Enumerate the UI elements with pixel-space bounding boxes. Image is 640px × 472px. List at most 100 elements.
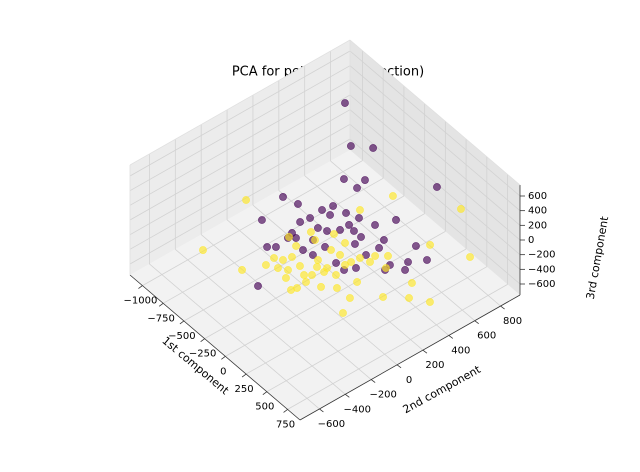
x-tick-label: 750 xyxy=(276,419,295,430)
axis-line xyxy=(129,274,301,421)
marks xyxy=(199,99,474,317)
point xyxy=(306,214,314,222)
point xyxy=(307,228,315,236)
grid-line xyxy=(129,123,351,250)
z-tick-label: 600 xyxy=(528,191,547,202)
point xyxy=(296,262,304,270)
point xyxy=(426,298,434,306)
y-tick xyxy=(474,320,479,325)
grid-line xyxy=(225,230,446,357)
point xyxy=(366,258,374,266)
grid-line xyxy=(287,284,508,410)
y-tick-label: 200 xyxy=(425,360,444,371)
axis-line xyxy=(299,294,521,421)
point xyxy=(380,236,388,244)
z-tick-label: −400 xyxy=(528,264,555,275)
point xyxy=(302,278,310,286)
y-tick-label: 600 xyxy=(477,331,496,342)
point xyxy=(323,227,331,235)
point xyxy=(361,176,369,184)
point xyxy=(355,214,363,222)
point xyxy=(341,261,349,269)
point xyxy=(433,183,441,191)
point xyxy=(299,246,307,254)
point xyxy=(258,216,266,224)
point xyxy=(347,142,355,150)
grid-line xyxy=(129,79,351,206)
point xyxy=(279,193,287,201)
grid-line xyxy=(142,160,363,286)
point xyxy=(326,211,334,219)
point xyxy=(284,266,292,274)
point xyxy=(404,258,412,266)
point xyxy=(352,264,360,272)
point xyxy=(356,206,364,214)
y-tick xyxy=(448,335,454,339)
point xyxy=(371,252,379,260)
point xyxy=(426,241,434,249)
point xyxy=(457,205,465,213)
point xyxy=(292,234,300,242)
point xyxy=(288,253,296,261)
x-tick xyxy=(221,356,226,360)
point xyxy=(294,200,302,208)
point xyxy=(282,274,290,282)
pane-edge xyxy=(349,39,521,186)
point xyxy=(342,209,350,217)
point xyxy=(330,230,338,238)
grid-line xyxy=(349,109,521,255)
point xyxy=(336,251,344,259)
z-tick-label: 200 xyxy=(528,220,547,231)
x-tick xyxy=(138,285,143,289)
point xyxy=(351,240,359,248)
grid-line xyxy=(349,94,521,241)
point xyxy=(238,266,246,274)
grid-line xyxy=(129,109,351,236)
point xyxy=(332,259,340,267)
point xyxy=(389,192,397,200)
point xyxy=(345,221,353,229)
point xyxy=(270,254,278,262)
z-axis-title: 3rd component xyxy=(584,215,612,301)
grid-line xyxy=(278,190,450,336)
grid-line xyxy=(175,248,346,395)
y-tick xyxy=(500,305,505,310)
point xyxy=(353,278,361,286)
z-tick-label: −600 xyxy=(528,279,555,290)
y-tick-label: −200 xyxy=(369,390,396,401)
y-tick xyxy=(396,364,402,369)
point xyxy=(313,263,321,271)
point xyxy=(296,218,304,226)
floor-pane xyxy=(130,150,520,420)
point xyxy=(327,246,335,254)
x-tick-label: −1000 xyxy=(124,296,158,307)
grid-line xyxy=(129,138,351,265)
grid-line xyxy=(226,219,398,366)
point xyxy=(285,233,293,241)
point xyxy=(314,224,322,232)
point xyxy=(375,244,383,252)
point xyxy=(317,283,325,291)
point xyxy=(357,233,365,241)
y-tick xyxy=(345,393,350,398)
point xyxy=(379,293,387,301)
point xyxy=(371,221,379,229)
point xyxy=(356,254,364,262)
y-tick-label: 800 xyxy=(503,316,522,327)
x-tick-label: −500 xyxy=(168,331,195,342)
x-tick xyxy=(283,409,288,413)
grid-line xyxy=(349,80,521,226)
grid-line xyxy=(129,94,351,221)
y-tick-label: 0 xyxy=(406,375,412,386)
point xyxy=(308,271,316,279)
x-tick xyxy=(262,391,268,396)
grid-line xyxy=(266,266,488,393)
x-tick xyxy=(158,302,164,307)
grid-line xyxy=(129,65,351,192)
x-tick xyxy=(179,320,185,325)
point xyxy=(408,279,416,287)
point xyxy=(340,175,348,183)
point xyxy=(336,226,344,234)
